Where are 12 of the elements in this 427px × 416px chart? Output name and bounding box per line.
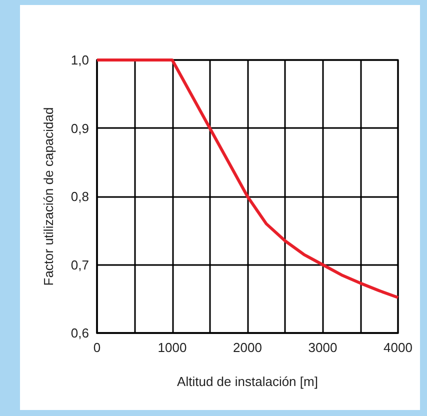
y-tick-label: 0,6 [70, 326, 89, 340]
x-axis-title: Altitud de instalación [m] [177, 374, 318, 389]
x-tick-label: 0 [93, 340, 101, 355]
y-tick-label: 0,9 [70, 120, 89, 136]
y-tick-label: 0,7 [70, 257, 89, 272]
x-tick-label: 2000 [233, 340, 262, 355]
y-tick-label: 1,0 [70, 52, 89, 68]
y-axis-title: Factor utilización de capacidad [41, 107, 56, 286]
x-tick-label: 1000 [158, 340, 187, 355]
x-tick-label: 3000 [308, 340, 338, 355]
y-tick-label: 0,8 [70, 189, 89, 204]
x-tick-label: 4000 [384, 340, 412, 355]
